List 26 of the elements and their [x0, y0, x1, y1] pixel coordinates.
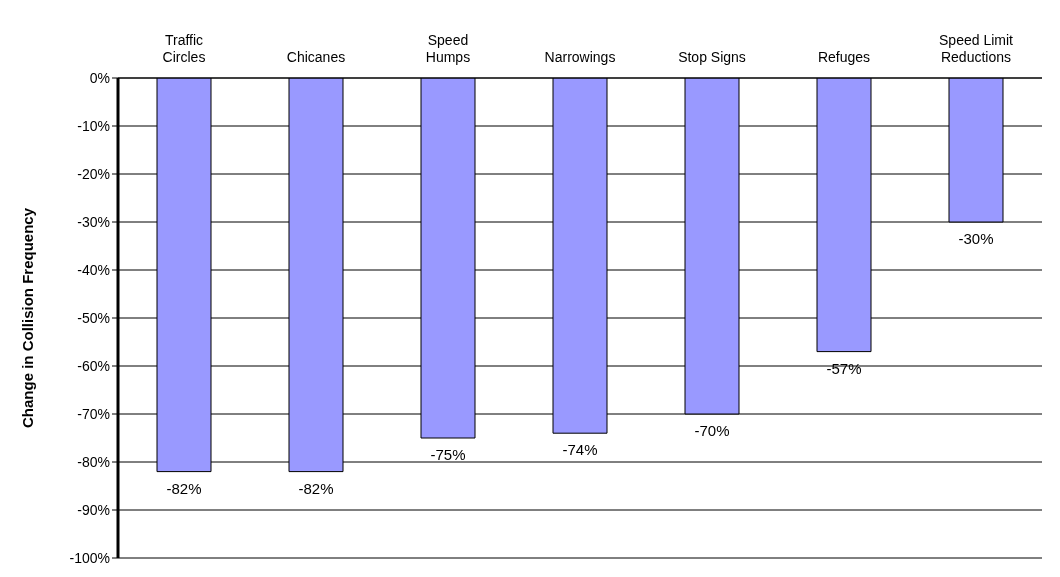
- x-tick-label: Refuges: [817, 49, 871, 65]
- y-tick-label: -50%: [77, 309, 110, 326]
- y-tick-label: -30%: [77, 213, 110, 230]
- data-label: -70%: [694, 422, 730, 439]
- y-tick-label: -100%: [69, 549, 110, 566]
- y-tick-label: 0%: [89, 69, 110, 86]
- x-tick-label: Traffic Circles: [162, 32, 206, 65]
- y-axis-title: Change in Collision Frequency: [19, 207, 37, 428]
- data-label: -75%: [430, 446, 466, 463]
- y-tick-label: -60%: [77, 357, 110, 374]
- data-label: -82%: [166, 479, 202, 497]
- x-tick-label: Speed Humps: [425, 32, 471, 65]
- y-tick-label: -70%: [77, 405, 110, 422]
- data-label: -74%: [562, 441, 598, 459]
- x-tick-label: Chicanes: [286, 49, 346, 65]
- x-tick-label: Stop Signs: [678, 49, 746, 65]
- y-tick-label: -10%: [77, 117, 110, 134]
- data-label: -82%: [298, 479, 334, 497]
- y-tick-label: -90%: [77, 501, 110, 518]
- y-tick-label: -80%: [77, 453, 110, 470]
- data-label: -30%: [958, 230, 994, 247]
- y-tick-label: -40%: [77, 261, 110, 278]
- x-tick-label: Speed Limit Reductions: [939, 32, 1014, 65]
- data-label: -57%: [826, 359, 862, 377]
- x-tick-label: Narrowings: [544, 49, 616, 65]
- y-tick-label: -20%: [77, 165, 110, 182]
